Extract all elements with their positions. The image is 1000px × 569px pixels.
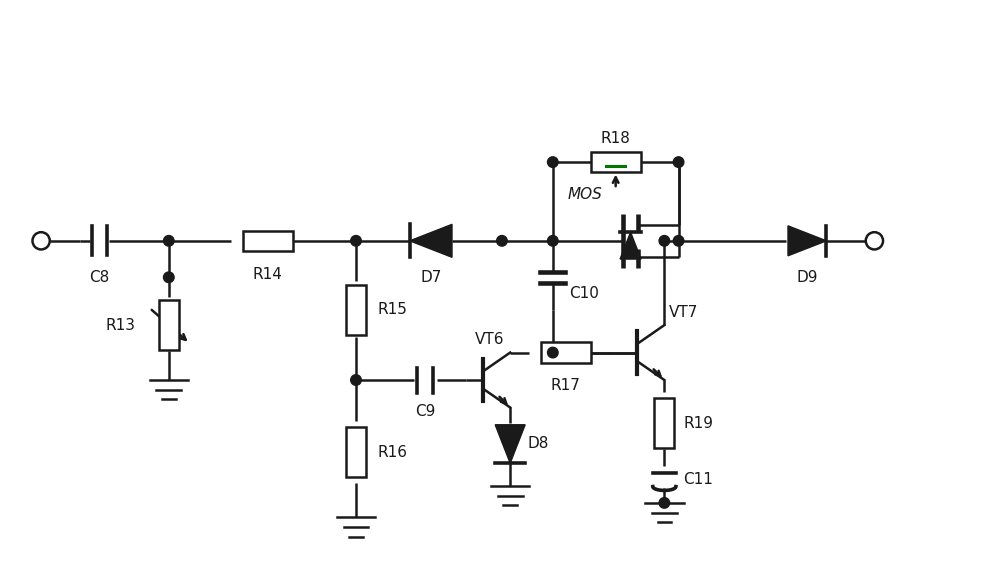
Circle shape (32, 232, 50, 249)
Text: R14: R14 (253, 267, 283, 282)
Text: R18: R18 (601, 131, 631, 146)
Bar (346, 427, 366, 477)
Bar (541, 343, 591, 362)
Circle shape (548, 157, 558, 167)
Polygon shape (495, 424, 525, 463)
Circle shape (866, 232, 883, 249)
Circle shape (497, 236, 507, 246)
Circle shape (548, 236, 558, 246)
Text: R17: R17 (551, 378, 581, 394)
Bar (591, 152, 641, 172)
Circle shape (673, 236, 684, 246)
Bar (243, 231, 293, 251)
Text: VT7: VT7 (669, 305, 699, 320)
Text: R19: R19 (684, 416, 714, 431)
Polygon shape (410, 224, 452, 257)
Text: C9: C9 (415, 404, 435, 419)
Text: D8: D8 (527, 436, 549, 451)
Circle shape (548, 347, 558, 358)
Text: C8: C8 (90, 270, 110, 284)
Text: D9: D9 (796, 270, 818, 284)
Circle shape (351, 236, 361, 246)
Circle shape (351, 375, 361, 385)
Circle shape (659, 236, 670, 246)
Bar (654, 398, 674, 448)
Text: C10: C10 (569, 286, 599, 301)
Text: R13: R13 (105, 318, 135, 333)
Circle shape (164, 272, 174, 283)
Polygon shape (620, 232, 641, 259)
Text: MOS: MOS (567, 187, 602, 203)
Circle shape (659, 498, 670, 508)
Text: R15: R15 (377, 303, 407, 318)
Text: C11: C11 (684, 472, 713, 488)
Circle shape (673, 157, 684, 167)
Bar (346, 285, 366, 335)
Polygon shape (788, 226, 826, 256)
Circle shape (164, 236, 174, 246)
Bar (159, 300, 179, 351)
Text: D7: D7 (420, 270, 442, 284)
Text: R16: R16 (377, 444, 407, 460)
Text: VT6: VT6 (475, 332, 505, 347)
